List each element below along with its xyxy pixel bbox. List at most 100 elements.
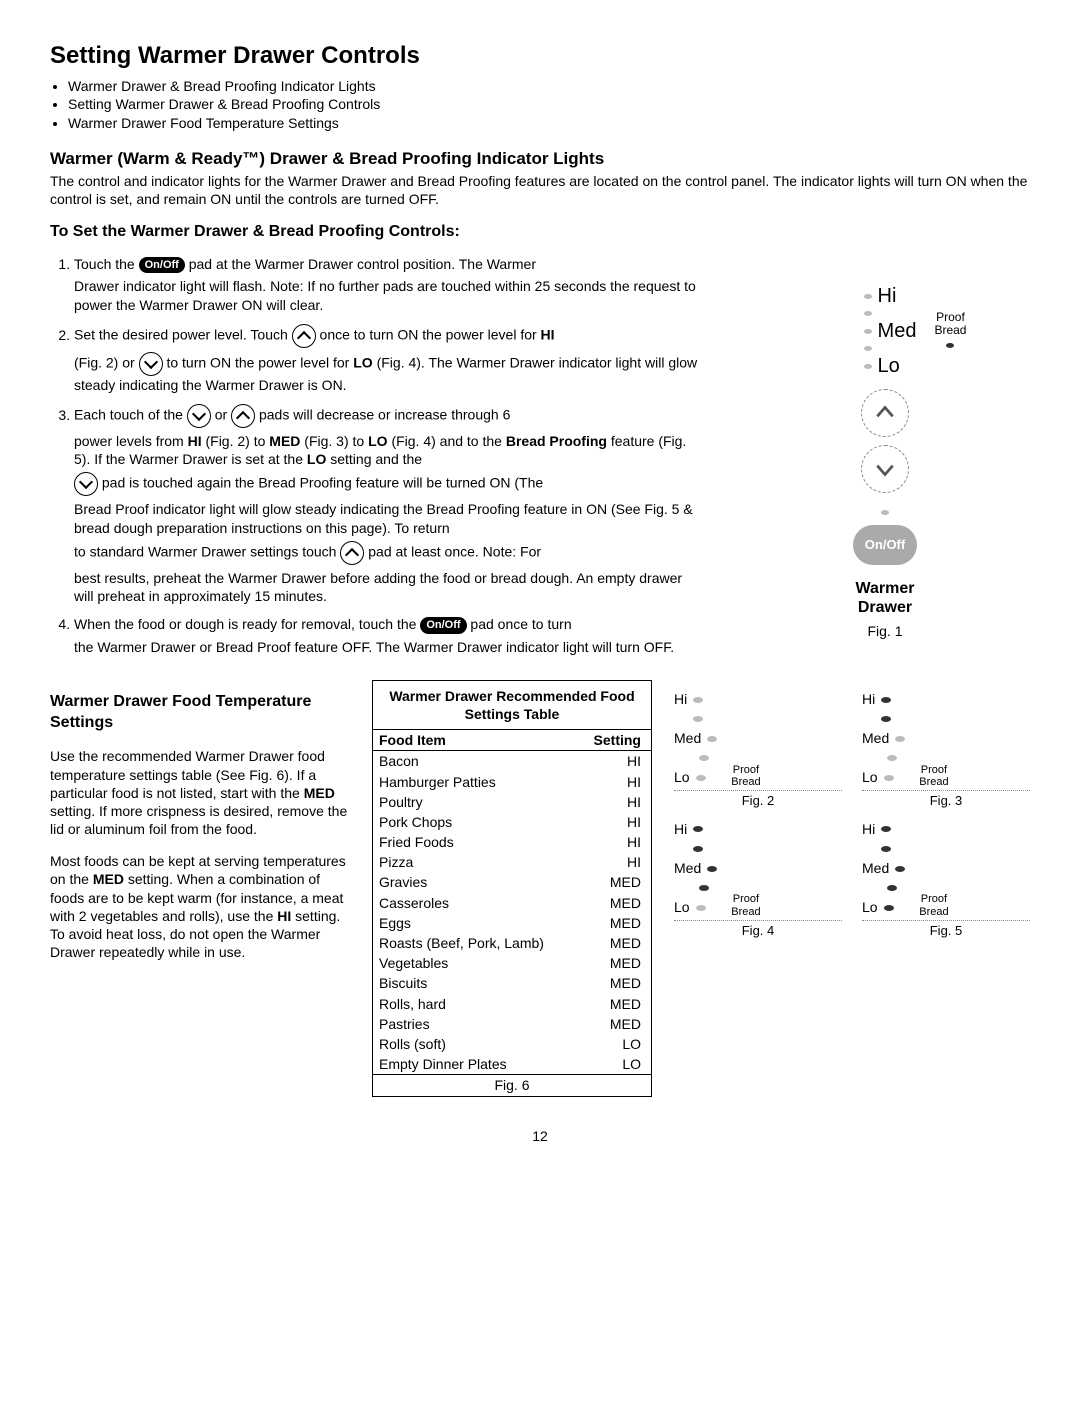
figure-label: Fig. 5 (862, 920, 1030, 940)
up-arrow-icon (231, 404, 255, 428)
page-number: 12 (50, 1127, 1030, 1145)
onoff-icon: On/Off (139, 257, 185, 273)
section-heading: To Set the Warmer Drawer & Bread Proofin… (50, 222, 1030, 243)
list-item: Warmer Drawer & Bread Proofing Indicator… (68, 77, 1030, 95)
indicator-icon (895, 866, 905, 872)
figure-label: Fig. 4 (674, 920, 842, 940)
up-arrow-icon (292, 324, 316, 348)
indicator-icon (864, 329, 872, 334)
table-title: Warmer Drawer Recommended Food Settings … (373, 680, 652, 729)
food-setting: MED (569, 973, 652, 993)
text: Touch the (74, 256, 139, 272)
food-setting: HI (569, 772, 652, 792)
food-item: Casseroles (373, 893, 569, 913)
lo-level: Lo (878, 351, 900, 381)
up-button (861, 389, 909, 437)
text: the Warmer Drawer or Bread Proof feature… (74, 638, 700, 656)
text: to turn ON the power level for (166, 355, 353, 371)
text: (Fig. 2) to (205, 433, 269, 449)
food-item: Gravies (373, 872, 569, 892)
caption: Warmer (740, 579, 1030, 598)
table-row: Roasts (Beef, Pork, Lamb)MED (373, 933, 652, 953)
med-label: MED (269, 433, 300, 449)
figure-5: Hi Hi Med Md Lo ProofBread Fig. 5 (862, 820, 1030, 940)
indicator-icon (696, 775, 706, 781)
food-item: Pastries (373, 1014, 569, 1034)
page-title: Setting Warmer Drawer Controls (50, 40, 1030, 71)
table-row: GraviesMED (373, 872, 652, 892)
step: Each touch of the or pads will decrease … (74, 404, 700, 605)
onoff-icon: On/Off (420, 617, 466, 633)
down-button (861, 445, 909, 493)
food-item: Rolls (soft) (373, 1034, 569, 1054)
food-item: Eggs (373, 913, 569, 933)
col-header: Food Item (373, 730, 569, 751)
indicator-icon (881, 846, 891, 852)
indicator-icon (693, 716, 703, 722)
lo-label: LO (353, 355, 372, 371)
control-panel-figure: Hi Med Lo Proof Bread On/Off (740, 251, 1030, 666)
indicator-icon (887, 755, 897, 761)
table-row: EggsMED (373, 913, 652, 933)
indicator-icon (699, 755, 709, 761)
down-arrow-icon (139, 352, 163, 376)
lo-label: LO (307, 451, 326, 467)
indicator-icon (693, 846, 703, 852)
food-setting: LO (569, 1034, 652, 1054)
indicator-icon (887, 885, 897, 891)
bread-proofing-label: Bread Proofing (506, 433, 607, 449)
food-item: Pizza (373, 852, 569, 872)
food-item: Poultry (373, 792, 569, 812)
text: When the food or dough is ready for remo… (74, 616, 420, 632)
text: pads will decrease or increase through 6 (259, 407, 510, 423)
indicator-icon (864, 311, 872, 316)
indicator-icon (884, 775, 894, 781)
section-body: The control and indicator lights for the… (50, 172, 1030, 208)
table-row: PoultryHI (373, 792, 652, 812)
table-row: Rolls, hardMED (373, 994, 652, 1014)
table-row: Rolls (soft)LO (373, 1034, 652, 1054)
text: Set the desired power level. Touch (74, 327, 292, 343)
section-heading: Warmer Drawer Food Temperature Settings (50, 692, 350, 734)
food-setting: MED (569, 893, 652, 913)
text: Drawer indicator light will flash. Note:… (74, 277, 700, 313)
text: pad at least once. Note: For (368, 543, 541, 559)
table-row: BiscuitsMED (373, 973, 652, 993)
paragraph: Use the recommended Warmer Drawer food t… (50, 747, 350, 838)
food-setting: LO (569, 1054, 652, 1075)
steps-list: Touch the On/Off pad at the Warmer Drawe… (50, 255, 700, 656)
food-item: Roasts (Beef, Pork, Lamb) (373, 933, 569, 953)
text: (Fig. 4) and to the (391, 433, 505, 449)
food-setting: HI (569, 832, 652, 852)
list-item: Setting Warmer Drawer & Bread Proofing C… (68, 95, 1030, 113)
figure-grid: Hi Hi Med Md Lo ProofBread Fig. 2 Hi Hi (674, 690, 1030, 940)
section-heading: Warmer (Warm & Ready™) Drawer & Bread Pr… (50, 148, 1030, 170)
food-setting: MED (569, 872, 652, 892)
indicator-icon (881, 510, 889, 515)
text: to standard Warmer Drawer settings touch (74, 543, 340, 559)
indicator-icon (881, 697, 891, 703)
food-item: Rolls, hard (373, 994, 569, 1014)
list-item: Warmer Drawer Food Temperature Settings (68, 114, 1030, 132)
figure-label: Fig. 2 (674, 790, 842, 810)
text: power levels from (74, 433, 188, 449)
food-setting: MED (569, 994, 652, 1014)
food-settings-table: Warmer Drawer Recommended Food Settings … (372, 680, 652, 1097)
step: Touch the On/Off pad at the Warmer Drawe… (74, 255, 700, 314)
indicator-icon (707, 866, 717, 872)
text: (Fig. 3) to (304, 433, 368, 449)
food-item: Biscuits (373, 973, 569, 993)
indicator-icon (946, 343, 954, 348)
onoff-button: On/Off (853, 525, 917, 565)
caption: Drawer (740, 598, 1030, 617)
paragraph: Most foods can be kept at serving temper… (50, 852, 350, 961)
table-row: BaconHI (373, 751, 652, 772)
table-row: Empty Dinner PlatesLO (373, 1054, 652, 1075)
text: pad once to turn (470, 616, 571, 632)
step: Set the desired power level. Touch once … (74, 324, 700, 394)
food-setting: HI (569, 812, 652, 832)
indicator-icon (696, 905, 706, 911)
food-item: Fried Foods (373, 832, 569, 852)
step: When the food or dough is ready for remo… (74, 615, 700, 656)
med-level: Med (878, 316, 917, 346)
